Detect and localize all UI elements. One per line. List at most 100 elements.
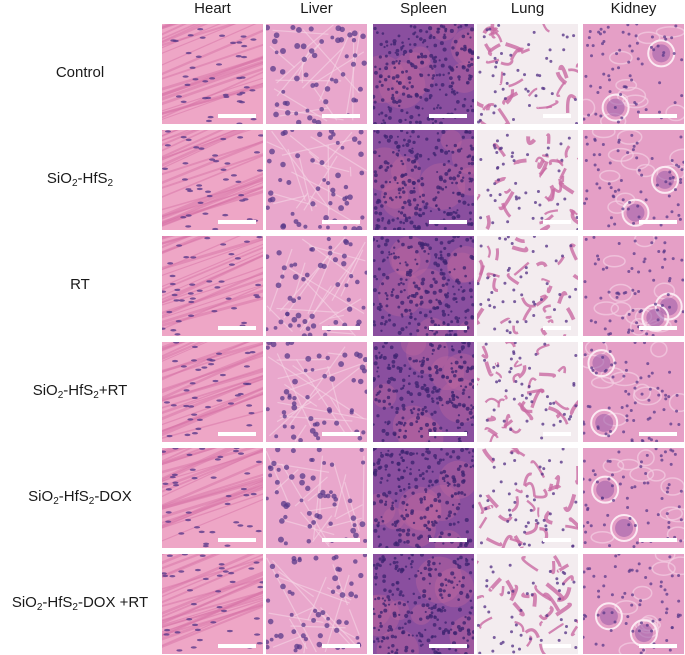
row-label-5: SiO2-HfS2-DOX [0, 488, 160, 507]
micrograph-lung-row-6 [477, 554, 578, 654]
micrograph-heart-row-5 [162, 448, 263, 548]
tissue-texture [162, 554, 263, 654]
scale-bar [218, 432, 256, 436]
micrograph-heart-row-2 [162, 130, 263, 230]
micrograph-liver-row-6 [266, 554, 367, 654]
scale-bar [322, 538, 360, 542]
micrograph-lung-row-2 [477, 130, 578, 230]
column-header-lung: Lung [510, 0, 545, 17]
row-label-text: -DOX +RT [77, 594, 149, 611]
tissue-texture [266, 130, 367, 230]
row-label-text: -HfS [58, 488, 89, 505]
tissue-texture [583, 342, 684, 442]
column-header-spleen: Spleen [400, 0, 447, 17]
tissue-texture [266, 24, 367, 124]
micrograph-lung-row-4 [477, 342, 578, 442]
row-label-text: SiO [46, 170, 72, 187]
scale-bar [429, 114, 467, 118]
row-label-subscript: 2 [53, 496, 59, 507]
tissue-texture [373, 448, 474, 548]
row-label-text: +RT [98, 382, 128, 399]
row-label-text: -DOX [94, 488, 132, 505]
row-label-2: SiO2-HfS2 [0, 170, 160, 189]
tissue-texture [373, 554, 474, 654]
micrograph-spleen-row-4 [373, 342, 474, 442]
micrograph-kidney-row-3 [583, 236, 684, 336]
tissue-texture [583, 24, 684, 124]
tissue-texture [583, 236, 684, 336]
tissue-texture [583, 554, 684, 654]
tissue-texture [477, 554, 578, 654]
tissue-texture [266, 342, 367, 442]
tissue-texture [477, 24, 578, 124]
micrograph-heart-row-1 [162, 24, 263, 124]
scale-bar [218, 114, 256, 118]
micrograph-spleen-row-6 [373, 554, 474, 654]
micrograph-liver-row-5 [266, 448, 367, 548]
row-label-text: SiO [32, 382, 58, 399]
scale-bar [639, 644, 677, 648]
micrograph-liver-row-3 [266, 236, 367, 336]
tissue-texture [266, 236, 367, 336]
tissue-texture [162, 448, 263, 548]
tissue-texture [162, 236, 263, 336]
row-label-text: RT [70, 276, 90, 293]
scale-bar [322, 432, 360, 436]
micrograph-kidney-row-6 [583, 554, 684, 654]
tissue-texture [477, 448, 578, 548]
tissue-texture [373, 342, 474, 442]
tissue-texture [266, 448, 367, 548]
scale-bar [429, 220, 467, 224]
row-label-subscript: 2 [107, 178, 114, 189]
row-label-text: Control [55, 64, 105, 81]
scale-bar [543, 326, 571, 330]
tissue-texture [162, 342, 263, 442]
micrograph-kidney-row-2 [583, 130, 684, 230]
tissue-texture [477, 236, 578, 336]
row-label-subscript: 2 [72, 602, 78, 613]
scale-bar [639, 538, 677, 542]
tissue-texture [162, 130, 263, 230]
tissue-texture [373, 236, 474, 336]
scale-bar [639, 326, 677, 330]
scale-bar [639, 220, 677, 224]
row-label-subscript: 2 [71, 178, 78, 189]
scale-bar [429, 538, 467, 542]
micrograph-liver-row-1 [266, 24, 367, 124]
micrograph-kidney-row-1 [583, 24, 684, 124]
micrograph-heart-row-4 [162, 342, 263, 442]
micrograph-lung-row-5 [477, 448, 578, 548]
row-label-text: SiO [28, 488, 54, 505]
column-header-liver: Liver [300, 0, 333, 17]
row-label-subscript: 2 [57, 390, 64, 401]
scale-bar [322, 220, 360, 224]
row-label-3: RT [0, 276, 160, 293]
scale-bar [429, 326, 467, 330]
micrograph-heart-row-3 [162, 236, 263, 336]
row-label-text: SiO [11, 594, 37, 611]
micrograph-liver-row-2 [266, 130, 367, 230]
micrograph-kidney-row-4 [583, 342, 684, 442]
scale-bar [429, 644, 467, 648]
scale-bar [322, 326, 360, 330]
tissue-texture [373, 24, 474, 124]
scale-bar [543, 114, 571, 118]
scale-bar [218, 220, 256, 224]
row-label-4: SiO2-HfS2+RT [0, 382, 160, 401]
scale-bar [639, 114, 677, 118]
row-label-subscript: 2 [88, 496, 95, 507]
scale-bar [322, 644, 360, 648]
tissue-texture [477, 342, 578, 442]
scale-bar [218, 326, 256, 330]
micrograph-spleen-row-3 [373, 236, 474, 336]
tissue-texture [583, 130, 684, 230]
scale-bar [429, 432, 467, 436]
micrograph-kidney-row-5 [583, 448, 684, 548]
column-header-kidney: Kidney [610, 0, 657, 17]
row-label-subscript: 2 [36, 602, 43, 613]
column-header-heart: Heart [194, 0, 231, 17]
row-label-6: SiO2-HfS2-DOX +RT [0, 594, 160, 613]
scale-bar [543, 538, 571, 542]
micrograph-spleen-row-2 [373, 130, 474, 230]
